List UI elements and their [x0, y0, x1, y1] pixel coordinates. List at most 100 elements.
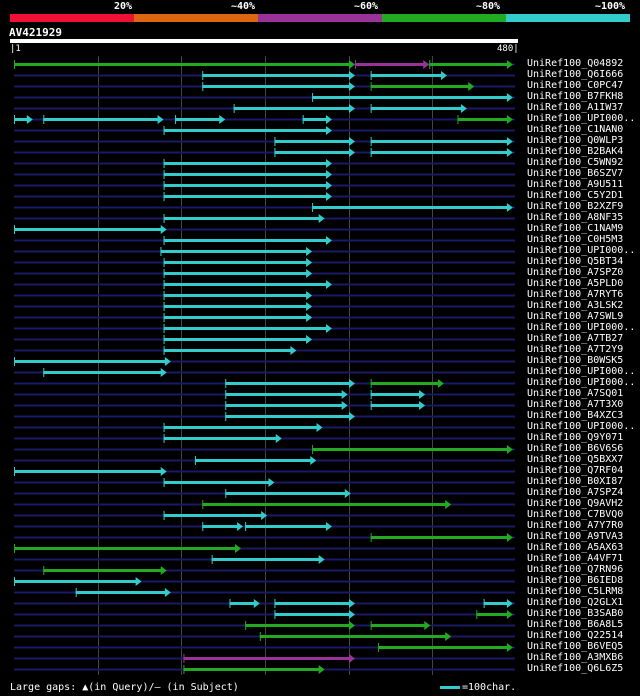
hit-label[interactable]: UniRef100_A9U511 — [527, 179, 624, 190]
hit-label[interactable]: UniRef100_B6VEQ5 — [527, 641, 624, 652]
hit-label[interactable]: UniRef100_Q5BT34 — [527, 256, 624, 267]
alignment-segment[interactable] — [43, 569, 162, 572]
alignment-segment[interactable] — [354, 63, 425, 66]
alignment-segment[interactable] — [14, 547, 236, 550]
hit-label[interactable]: UniRef100_Q6L6Z5 — [527, 663, 624, 674]
alignment-segment[interactable] — [225, 393, 343, 396]
alignment-segment[interactable] — [163, 129, 327, 132]
alignment-segment[interactable] — [370, 140, 508, 143]
hit-label[interactable]: UniRef100_B2XZF9 — [527, 201, 624, 212]
alignment-segment[interactable] — [163, 283, 327, 286]
hit-label[interactable]: UniRef100_Q22514 — [527, 630, 624, 641]
hit-label[interactable]: UniRef100_A7SQ01 — [527, 388, 624, 399]
hit-label[interactable]: UniRef100_UPI000.. — [527, 421, 636, 432]
hit-label[interactable]: UniRef100_UPI000.. — [527, 322, 636, 333]
alignment-segment[interactable] — [163, 173, 327, 176]
hit-label[interactable]: UniRef100_A9TVA3 — [527, 531, 624, 542]
alignment-segment[interactable] — [163, 349, 292, 352]
hit-label[interactable]: UniRef100_Q9Y071 — [527, 432, 624, 443]
hit-label[interactable]: UniRef100_C0PC47 — [527, 80, 624, 91]
alignment-segment[interactable] — [312, 206, 508, 209]
hit-label[interactable]: UniRef100_Q0WLP3 — [527, 135, 624, 146]
alignment-segment[interactable] — [377, 646, 508, 649]
alignment-segment[interactable] — [163, 272, 308, 275]
hit-label[interactable]: UniRef100_A7T3X0 — [527, 399, 624, 410]
alignment-segment[interactable] — [302, 118, 327, 121]
alignment-segment[interactable] — [370, 74, 443, 77]
hit-label[interactable]: UniRef100_A7T2Y9 — [527, 344, 624, 355]
alignment-segment[interactable] — [163, 261, 308, 264]
hit-label[interactable]: UniRef100_C0H5M3 — [527, 234, 624, 245]
alignment-segment[interactable] — [274, 151, 350, 154]
hit-label[interactable]: UniRef100_A7SPZ4 — [527, 487, 624, 498]
alignment-segment[interactable] — [202, 525, 239, 528]
hit-label[interactable]: UniRef100_A7SPZ0 — [527, 267, 624, 278]
alignment-segment[interactable] — [233, 107, 350, 110]
hit-label[interactable]: UniRef100_C1NAN0 — [527, 124, 624, 135]
alignment-segment[interactable] — [245, 525, 327, 528]
hit-label[interactable]: UniRef100_A8NF35 — [527, 212, 624, 223]
hit-label[interactable]: UniRef100_A5AX63 — [527, 542, 624, 553]
alignment-segment[interactable] — [370, 107, 462, 110]
alignment-segment[interactable] — [163, 327, 327, 330]
hit-label[interactable]: UniRef100_B0WSK5 — [527, 355, 624, 366]
alignment-segment[interactable] — [370, 382, 439, 385]
alignment-segment[interactable] — [163, 239, 327, 242]
alignment-segment[interactable] — [183, 668, 320, 671]
hit-label[interactable]: UniRef100_A7TB27 — [527, 333, 624, 344]
alignment-segment[interactable] — [160, 250, 308, 253]
hit-label[interactable]: UniRef100_C5LRM8 — [527, 586, 624, 597]
alignment-segment[interactable] — [429, 63, 508, 66]
hit-label[interactable]: UniRef100_Q9AVH2 — [527, 498, 624, 509]
alignment-segment[interactable] — [476, 613, 508, 616]
hit-label[interactable]: UniRef100_A4VF71 — [527, 553, 624, 564]
alignment-segment[interactable] — [14, 580, 137, 583]
alignment-segment[interactable] — [163, 294, 308, 297]
alignment-segment[interactable] — [183, 657, 350, 660]
alignment-segment[interactable] — [245, 624, 350, 627]
hit-label[interactable]: UniRef100_B7FKH8 — [527, 91, 624, 102]
alignment-segment[interactable] — [202, 85, 350, 88]
hit-label[interactable]: UniRef100_Q5BXX7 — [527, 454, 624, 465]
alignment-segment[interactable] — [175, 118, 221, 121]
hit-label[interactable]: UniRef100_Q04892 — [527, 58, 624, 69]
hit-label[interactable]: UniRef100_UPI000.. — [527, 377, 636, 388]
alignment-segment[interactable] — [14, 470, 162, 473]
hit-label[interactable]: UniRef100_A1IW37 — [527, 102, 624, 113]
alignment-segment[interactable] — [43, 371, 162, 374]
hit-label[interactable]: UniRef100_Q7RF04 — [527, 465, 624, 476]
alignment-segment[interactable] — [163, 338, 308, 341]
alignment-segment[interactable] — [202, 74, 350, 77]
hit-label[interactable]: UniRef100_Q6I666 — [527, 69, 624, 80]
hit-label[interactable]: UniRef100_A7RYT6 — [527, 289, 624, 300]
alignment-segment[interactable] — [457, 118, 508, 121]
alignment-segment[interactable] — [370, 404, 421, 407]
hit-label[interactable]: UniRef100_A7SWL9 — [527, 311, 624, 322]
hit-label[interactable]: UniRef100_B6A8L5 — [527, 619, 624, 630]
alignment-segment[interactable] — [274, 602, 350, 605]
alignment-segment[interactable] — [194, 459, 312, 462]
alignment-segment[interactable] — [163, 514, 263, 517]
hit-label[interactable]: UniRef100_A5PLD0 — [527, 278, 624, 289]
alignment-segment[interactable] — [483, 602, 508, 605]
alignment-segment[interactable] — [75, 591, 166, 594]
hit-label[interactable]: UniRef100_C1NAM9 — [527, 223, 624, 234]
hit-label[interactable]: UniRef100_B2BAK4 — [527, 146, 624, 157]
hit-label[interactable]: UniRef100_Q7RN96 — [527, 564, 624, 575]
alignment-segment[interactable] — [225, 492, 346, 495]
hit-label[interactable]: UniRef100_B3SAB0 — [527, 608, 624, 619]
alignment-segment[interactable] — [211, 558, 320, 561]
alignment-segment[interactable] — [163, 437, 277, 440]
hit-label[interactable]: UniRef100_C5Y2D1 — [527, 190, 624, 201]
alignment-segment[interactable] — [163, 217, 320, 220]
alignment-segment[interactable] — [163, 481, 270, 484]
hit-label[interactable]: UniRef100_B6SZV7 — [527, 168, 624, 179]
hit-label[interactable]: UniRef100_UPI000.. — [527, 366, 636, 377]
alignment-segment[interactable] — [163, 184, 327, 187]
alignment-segment[interactable] — [225, 404, 343, 407]
hit-label[interactable]: UniRef100_B0XI87 — [527, 476, 624, 487]
alignment-segment[interactable] — [229, 602, 255, 605]
hit-label[interactable]: UniRef100_Q2GLX1 — [527, 597, 624, 608]
alignment-segment[interactable] — [163, 305, 308, 308]
alignment-segment[interactable] — [163, 162, 327, 165]
